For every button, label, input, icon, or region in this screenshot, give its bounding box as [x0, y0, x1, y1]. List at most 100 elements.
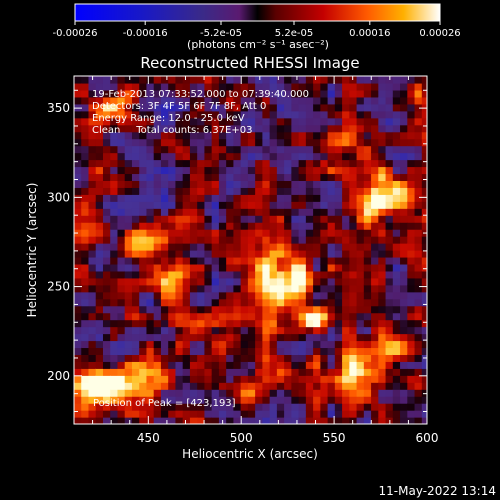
heatmap-cell: [371, 180, 379, 188]
heatmap-cell: [139, 305, 148, 314]
heatmap-cell: [160, 124, 169, 133]
heatmap-cell: [305, 215, 314, 223]
heatmap-cell: [233, 263, 242, 272]
heatmap-cell: [414, 270, 423, 279]
heatmap-cell: [168, 166, 177, 175]
annotation-line-clean: Clean Total counts: 6.37E+03: [92, 125, 252, 136]
heatmap-cell: [211, 145, 220, 154]
heatmap-cell: [349, 270, 358, 279]
heatmap-cell: [139, 208, 148, 216]
heatmap-cell: [102, 333, 111, 342]
heatmap-cell: [117, 166, 126, 175]
heatmap-cell: [291, 403, 300, 411]
heatmap-cell: [371, 159, 379, 168]
heatmap-cell: [139, 236, 148, 244]
heatmap-cell: [153, 229, 162, 237]
heatmap-cell: [81, 389, 90, 397]
heatmap-cell: [139, 389, 148, 397]
heatmap-cell: [313, 208, 321, 216]
heatmap-cell: [284, 375, 292, 383]
heatmap-cell: [298, 187, 307, 195]
heatmap-cell: [284, 159, 292, 168]
heatmap-cell: [146, 410, 155, 418]
heatmap-cell: [378, 76, 387, 77]
heatmap-cell: [197, 229, 206, 237]
heatmap-cell: [102, 131, 111, 140]
heatmap-cell: [255, 76, 263, 84]
heatmap-cell: [313, 166, 321, 175]
heatmap-cell: [298, 403, 307, 411]
heatmap-cell: [95, 103, 104, 112]
heatmap-cell: [88, 396, 97, 404]
heatmap-cell: [291, 250, 300, 258]
heatmap-cell: [334, 194, 343, 202]
heatmap-cell: [211, 201, 220, 209]
heatmap-cell: [247, 159, 256, 168]
heatmap-cell: [226, 270, 235, 279]
heatmap-cell: [313, 110, 321, 119]
heatmap-cell: [233, 82, 242, 91]
heatmap-cell: [160, 389, 169, 397]
heatmap-cell: [356, 326, 365, 335]
heatmap-cell: [95, 89, 104, 98]
x-axis-label: Heliocentric X (arcsec): [182, 447, 318, 461]
heatmap-cell: [400, 208, 408, 216]
heatmap-cell: [305, 340, 314, 349]
heatmap-cell: [356, 138, 365, 147]
y-tick-label: 350: [47, 101, 70, 115]
heatmap-cell: [211, 96, 220, 105]
heatmap-cell: [160, 89, 169, 98]
heatmap-cell: [160, 180, 169, 188]
heatmap-cell: [363, 194, 372, 202]
heatmap-cell: [189, 82, 198, 91]
heatmap-cell: [363, 222, 372, 230]
heatmap-cell: [385, 382, 394, 390]
heatmap-cell: [400, 354, 408, 362]
heatmap-cell: [102, 166, 111, 175]
heatmap-cell: [211, 250, 220, 258]
heatmap-cell: [218, 250, 227, 258]
heatmap-cell: [197, 208, 206, 216]
heatmap-cell: [226, 417, 235, 424]
heatmap-cell: [226, 375, 235, 383]
heatmap-cell: [269, 270, 278, 279]
heatmap-cell: [378, 326, 387, 335]
heatmap-cell: [313, 291, 321, 300]
heatmap-cell: [197, 222, 206, 230]
heatmap-cell: [342, 180, 350, 188]
heatmap-cell: [81, 103, 90, 112]
heatmap-cell: [327, 396, 336, 404]
heatmap-cell: [269, 319, 278, 328]
heatmap-cell: [74, 236, 82, 244]
heatmap-cell: [291, 305, 300, 314]
heatmap-cell: [262, 263, 271, 272]
heatmap-cell: [327, 277, 336, 286]
heatmap-cell: [414, 396, 423, 404]
heatmap-cell: [211, 103, 220, 112]
heatmap-cell: [392, 131, 401, 140]
heatmap-cell: [124, 382, 133, 390]
heatmap-cell: [291, 270, 300, 279]
heatmap-cell: [182, 298, 191, 307]
heatmap-cell: [262, 410, 271, 418]
heatmap-cell: [363, 305, 372, 314]
x-tick-label: 500: [230, 431, 253, 445]
heatmap-cell: [182, 110, 191, 119]
heatmap-cell: [204, 389, 213, 397]
heatmap-cell: [284, 250, 292, 258]
heatmap-cell: [313, 284, 321, 293]
heatmap-cell: [313, 180, 321, 188]
heatmap-cell: [146, 145, 155, 154]
heatmap-cell: [175, 396, 184, 404]
heatmap-cell: [124, 333, 133, 342]
heatmap-cell: [276, 103, 285, 112]
heatmap-cell: [211, 215, 220, 223]
heatmap-cell: [298, 229, 307, 237]
heatmap-cell: [189, 194, 198, 202]
heatmap-cell: [320, 138, 329, 147]
heatmap-cell: [291, 375, 300, 383]
heatmap-cell: [363, 131, 372, 140]
heatmap-cell: [81, 180, 90, 188]
heatmap-cell: [320, 403, 329, 411]
heatmap-cell: [81, 361, 90, 369]
